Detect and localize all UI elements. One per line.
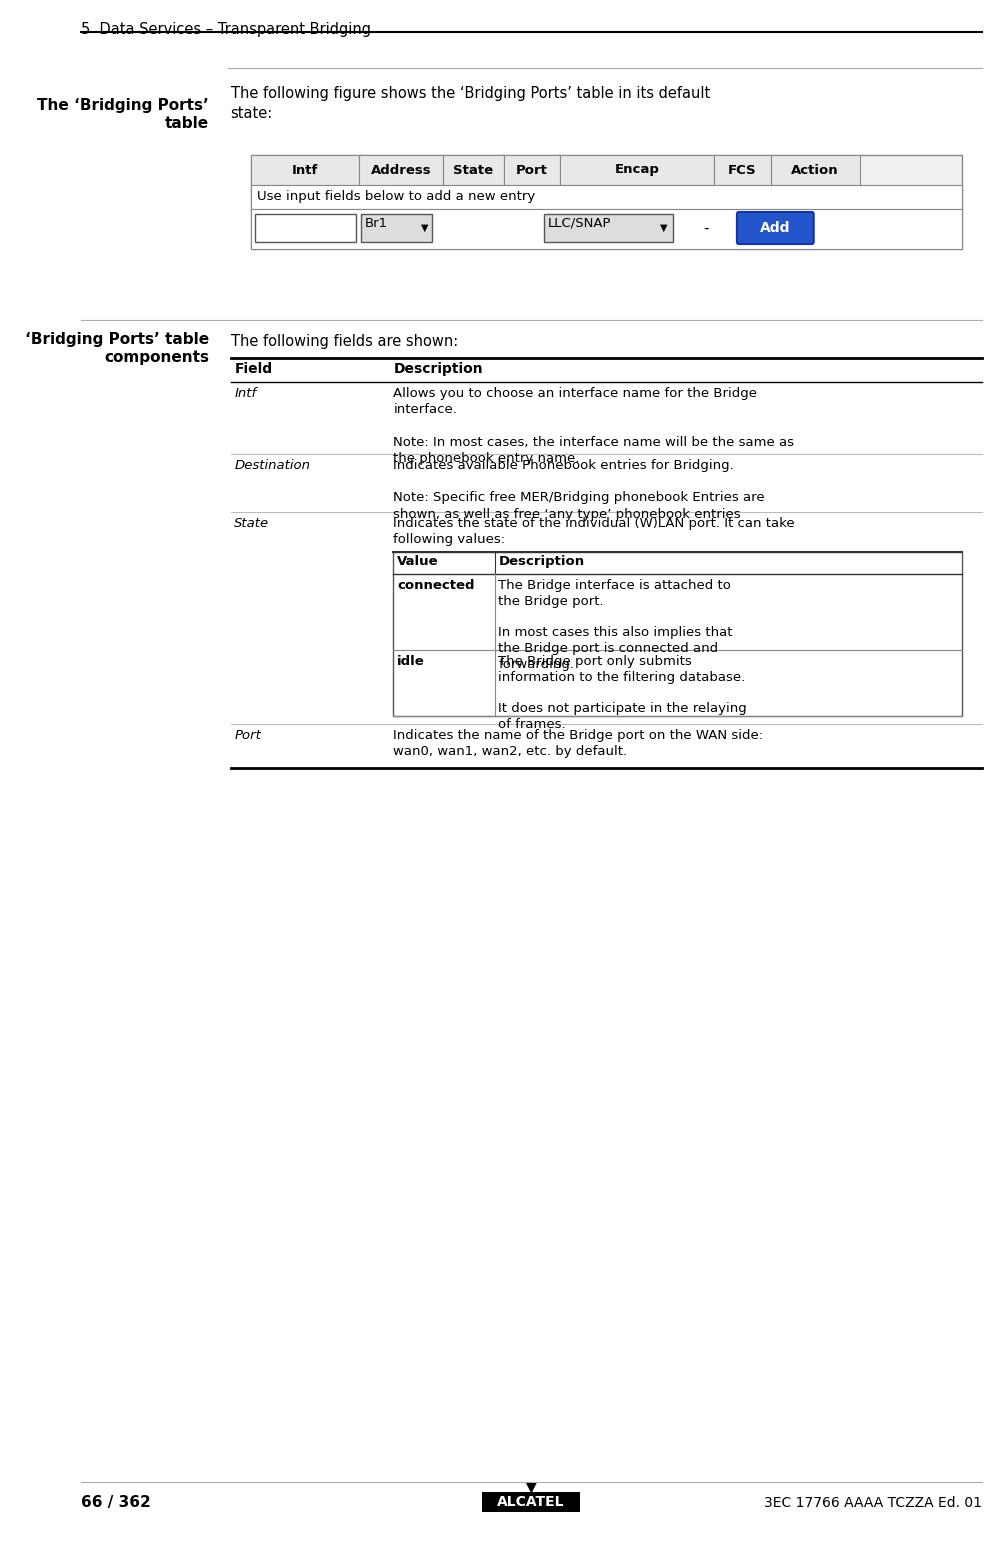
Bar	[359, 154, 443, 185]
Text: -: -	[703, 221, 709, 236]
Text: Indicates the state of the individual (W)LAN port. It can take
following values:: Indicates the state of the individual (W…	[394, 517, 795, 546]
Text: The Bridge port only submits
information to the filtering database.

It does not: The Bridge port only submits information…	[499, 654, 747, 731]
Bar	[770, 154, 859, 185]
Text: Action: Action	[791, 164, 839, 176]
Text: Use input fields below to add a new entry: Use input fields below to add a new entr…	[257, 190, 535, 204]
Text: Address: Address	[371, 164, 432, 176]
Bar	[251, 185, 962, 208]
Bar	[394, 552, 962, 716]
Text: The following figure shows the ‘Bridging Ports’ table in its default
state:: The following figure shows the ‘Bridging…	[231, 86, 710, 120]
Text: 66 / 362: 66 / 362	[81, 1495, 151, 1511]
Text: The following fields are shown:: The following fields are shown:	[231, 333, 458, 349]
Bar	[483, 1492, 579, 1512]
Text: Allows you to choose an interface name for the Bridge
interface.

Note: In most : Allows you to choose an interface name f…	[394, 387, 794, 464]
Text: Indicates the name of the Bridge port on the WAN side:
wan0, wan1, wan2, etc. by: Indicates the name of the Bridge port on…	[394, 728, 763, 758]
Text: Add: Add	[760, 221, 790, 235]
Bar	[714, 154, 770, 185]
Bar	[560, 154, 714, 185]
Text: Value: Value	[398, 555, 439, 568]
Text: FCS: FCS	[728, 164, 757, 176]
Text: Port: Port	[516, 164, 547, 176]
Bar	[361, 214, 432, 242]
Text: Br1: Br1	[365, 218, 388, 230]
Text: Port: Port	[235, 728, 261, 742]
Bar	[503, 154, 560, 185]
Text: ▼: ▼	[525, 1480, 536, 1494]
Text: 3EC 17766 AAAA TCZZA Ed. 01: 3EC 17766 AAAA TCZZA Ed. 01	[764, 1497, 982, 1511]
Text: The Bridge interface is attached to
the Bridge port.

In most cases this also im: The Bridge interface is attached to the …	[499, 579, 733, 671]
Text: Indicates available Phonebook entries for Bridging.

Note: Specific free MER/Bri: Indicates available Phonebook entries fo…	[394, 458, 765, 520]
Text: Intf: Intf	[292, 164, 319, 176]
Text: Intf: Intf	[235, 387, 257, 400]
Text: idle: idle	[398, 654, 425, 668]
Text: ▼: ▼	[660, 224, 667, 233]
FancyBboxPatch shape	[737, 211, 813, 244]
Bar	[544, 214, 673, 242]
Text: Destination: Destination	[235, 458, 311, 472]
Text: components: components	[104, 350, 209, 366]
Text: 5  Data Services – Transparent Bridging: 5 Data Services – Transparent Bridging	[81, 22, 371, 37]
Text: State: State	[235, 517, 270, 529]
Text: Description: Description	[394, 363, 484, 376]
Text: ▼: ▼	[421, 224, 429, 233]
Text: Encap: Encap	[614, 164, 659, 176]
Bar	[255, 214, 356, 242]
Text: State: State	[454, 164, 494, 176]
Text: ‘Bridging Ports’ table: ‘Bridging Ports’ table	[25, 332, 209, 347]
Bar	[251, 208, 962, 248]
Text: table: table	[165, 116, 209, 131]
Bar	[251, 154, 962, 248]
Text: The ‘Bridging Ports’: The ‘Bridging Ports’	[37, 99, 209, 113]
Bar	[251, 154, 359, 185]
Text: Description: Description	[499, 555, 584, 568]
Text: connected: connected	[398, 579, 475, 593]
Bar	[443, 154, 503, 185]
Text: LLC/SNAP: LLC/SNAP	[547, 218, 611, 230]
Text: Field: Field	[235, 363, 273, 376]
Text: ALCATEL: ALCATEL	[498, 1495, 564, 1509]
